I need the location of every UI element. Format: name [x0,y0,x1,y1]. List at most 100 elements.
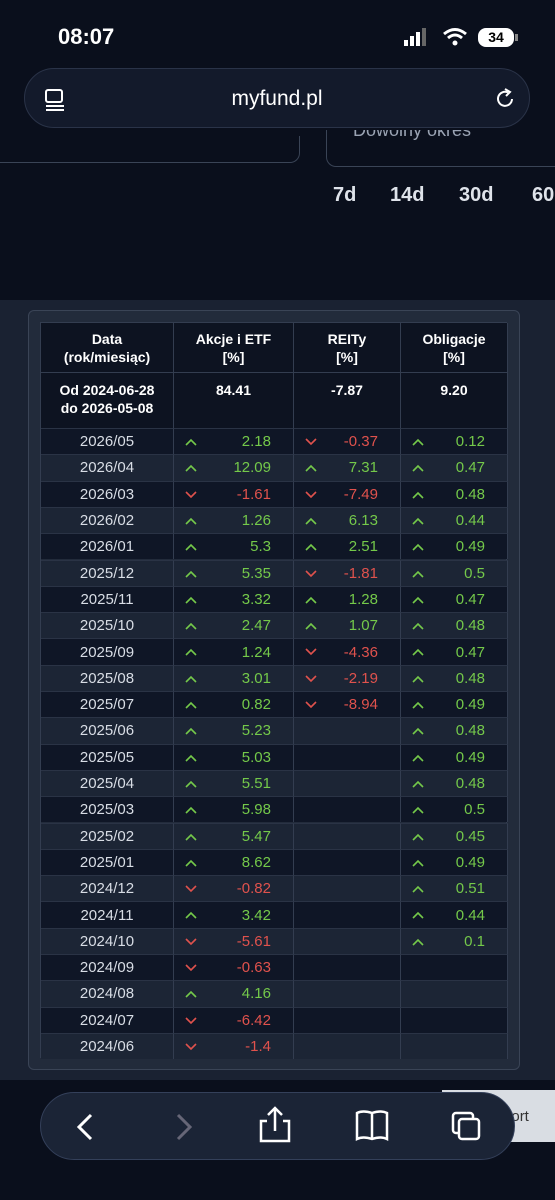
return-cell: -1.4 [174,1032,294,1060]
returns-table: Data (rok/miesiąc) Akcje i ETF [%] REITy [… [40,322,508,1060]
period-option[interactable]: 60d [532,184,555,206]
arrow-down [185,1043,197,1051]
address-bar[interactable]: myfund.pl [24,68,530,128]
month-cell: 2025/10 [41,612,174,639]
toolbar-icons [76,1106,481,1143]
return-cell: 0.48 [401,769,508,797]
return-cell: -5.61 [174,927,294,954]
month-cell: 2024/07 [41,1006,174,1033]
arrow-up [412,780,424,788]
arrow-down [305,675,317,682]
arrow-up [412,938,424,946]
month-cell: 2024/10 [41,927,174,954]
empty-cell [401,980,508,1007]
month-cell: 2024/12 [41,875,174,902]
month-cell: 2024/11 [41,901,174,928]
tabs[interactable] [451,1111,481,1141]
return-cell: 0.47 [401,585,508,613]
range-label: Dowolny okres [353,130,472,140]
arrow-down [185,491,197,498]
period-option[interactable]: 14d [390,184,425,206]
arrow-down [305,648,317,656]
arrow-up [412,465,424,472]
return-cell: 0.48 [401,664,508,691]
share[interactable] [259,1106,291,1143]
return-cell: 12.09 [174,454,294,481]
empty-cell [294,769,401,797]
return-cell: 3.32 [174,585,294,613]
arrow-up [412,622,424,630]
arrow-up [412,885,424,893]
empty-cell [401,1006,508,1033]
arrow-down [185,1017,197,1024]
arrow-up [185,544,197,551]
url[interactable]: myfund.pl [231,87,323,110]
status-icons: 34 [404,28,518,47]
arrow-up [305,465,317,472]
return-cell: 0.47 [401,638,508,665]
return-cell: 4.16 [174,980,294,1007]
month-cell: 2024/06 [41,1032,174,1060]
period-option[interactable]: 7d [333,184,357,206]
arrow-up [305,596,317,604]
arrow-up [185,701,197,709]
return-cell: 3.42 [174,901,294,928]
empty-cell [401,954,508,981]
empty-cell [294,927,401,954]
arrow-up [185,675,197,683]
select-box[interactable] [0,136,300,163]
range-select[interactable]: Dowolny okres [326,130,555,167]
arrow-up [185,780,197,788]
summary-cell: -7.87 [294,373,401,428]
back[interactable] [76,1113,93,1141]
arrow-up [305,622,317,630]
return-cell: 5.47 [174,822,294,849]
return-cell: 1.26 [174,506,294,534]
month-cell: 2025/01 [41,848,174,876]
empty-cell [294,848,401,876]
empty-cell [294,822,401,849]
return-cell: -2.19 [294,664,401,691]
arrow-up [185,833,197,841]
column-header: Obligacje [%] [401,323,508,373]
month-cell: 2026/02 [41,506,174,534]
return-cell: 0.49 [401,848,508,876]
bookmarks[interactable] [355,1110,389,1142]
arrow-up [305,517,317,525]
arrow-down [185,964,197,972]
arrow-up [185,649,197,656]
empty-cell [294,875,401,902]
empty-cell [294,743,401,770]
arrow-down [305,491,317,498]
arrow-up [185,728,197,735]
arrow-up [412,754,424,762]
status-time: 08:07 [58,24,115,49]
return-cell: 5.3 [174,533,294,560]
return-cell: 2.51 [294,533,401,560]
return-cell: 0.49 [401,743,508,770]
return-cell: 1.07 [294,612,401,639]
arrow-up [412,675,424,683]
arrow-up [412,833,424,841]
month-cell: 2025/05 [41,743,174,770]
empty-cell [294,901,401,928]
return-cell: -0.63 [174,954,294,981]
return-cell: 0.82 [174,691,294,718]
return-cell: 5.35 [174,559,294,586]
return-cell: 0.51 [401,875,508,902]
return-cell: 7.31 [294,454,401,481]
tabs-icon[interactable] [43,87,67,111]
arrow-up [185,517,197,525]
return-cell: 0.48 [401,717,508,744]
return-cell: -1.61 [174,480,294,507]
month-cell: 2025/07 [41,691,174,718]
return-cell: 0.1 [401,927,508,954]
forward[interactable] [176,1113,193,1141]
period-option[interactable]: 30d [459,184,494,206]
month-cell: 2025/06 [41,717,174,744]
arrow-down [305,438,317,446]
reload-icon[interactable] [493,87,517,111]
arrow-up [412,728,424,735]
arrow-up [185,807,197,814]
